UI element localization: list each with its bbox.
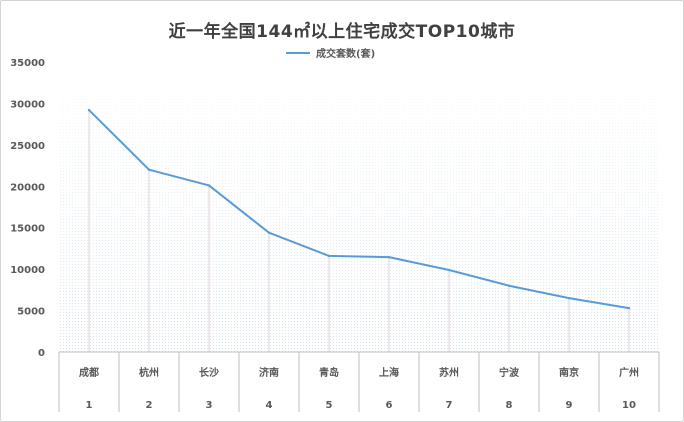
chart-title: 近一年全国144㎡以上住宅成交TOP10城市 bbox=[168, 22, 516, 42]
legend-line-swatch bbox=[286, 51, 310, 54]
y-tick-label: 0 bbox=[38, 348, 45, 359]
data-point bbox=[267, 231, 271, 234]
x-category-label: 杭州 bbox=[139, 366, 159, 379]
x-category-label: 上海 bbox=[379, 366, 399, 379]
data-point bbox=[507, 284, 511, 287]
data-point bbox=[87, 108, 91, 112]
x-category-label: 广州 bbox=[619, 366, 639, 379]
x-category-label: 长沙 bbox=[199, 366, 219, 379]
x-rank-label: 9 bbox=[566, 400, 573, 411]
data-point bbox=[327, 254, 331, 258]
chart-legend: 成交套数(套) bbox=[286, 45, 375, 60]
x-category-label: 青岛 bbox=[319, 366, 339, 379]
x-rank-label: 6 bbox=[386, 400, 393, 411]
x-category-label: 南京 bbox=[559, 366, 579, 379]
x-category-label: 成都 bbox=[79, 366, 99, 379]
data-point bbox=[447, 268, 451, 272]
x-category-label: 济南 bbox=[259, 366, 279, 379]
y-tick-label: 5000 bbox=[17, 307, 45, 318]
y-tick-label: 35000 bbox=[10, 58, 45, 69]
x-rank-label: 4 bbox=[266, 400, 273, 411]
x-rank-label: 10 bbox=[622, 400, 636, 411]
x-rank-label: 2 bbox=[146, 400, 153, 411]
x-category-label: 苏州 bbox=[439, 366, 459, 379]
y-tick-label: 20000 bbox=[10, 182, 45, 193]
legend-label: 成交套数(套) bbox=[316, 49, 376, 60]
x-rank-label: 8 bbox=[506, 400, 513, 411]
x-rank-label: 1 bbox=[86, 400, 93, 411]
x-rank-label: 5 bbox=[326, 400, 333, 411]
data-point bbox=[147, 168, 151, 171]
series-line bbox=[88, 109, 630, 310]
data-point bbox=[207, 184, 211, 187]
x-rank-label: 7 bbox=[446, 400, 453, 411]
y-tick-label: 15000 bbox=[10, 224, 45, 235]
data-point bbox=[567, 296, 571, 300]
data-point bbox=[627, 306, 631, 310]
y-tick-label: 25000 bbox=[10, 141, 45, 152]
plot-area-fade bbox=[59, 62, 659, 352]
x-rank-label: 3 bbox=[206, 400, 213, 411]
y-tick-label: 30000 bbox=[10, 99, 45, 110]
y-tick-label: 10000 bbox=[10, 265, 45, 276]
x-category-label: 宁波 bbox=[499, 366, 520, 379]
data-point bbox=[387, 255, 391, 259]
